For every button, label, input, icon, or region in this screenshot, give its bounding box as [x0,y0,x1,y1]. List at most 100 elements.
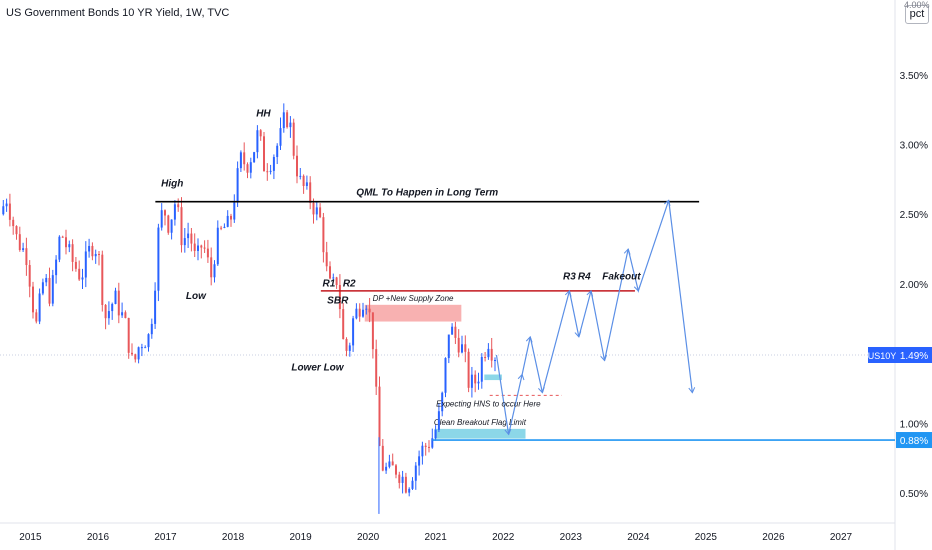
candle-body [45,277,48,283]
symbol-badge [868,346,896,363]
projection-arrowhead [574,331,582,338]
candle-body [124,312,127,318]
candle-body [12,219,15,227]
last-price-value: 1.49% [900,351,928,362]
projection-arrowhead [517,373,525,381]
candle-body [464,344,467,352]
candle-body [154,290,157,324]
projection-arrowhead [525,335,533,343]
annotation-r3: R3 [563,272,576,283]
candle-body [84,251,87,278]
projection-arrowhead [504,428,512,436]
candle-body [428,446,430,448]
candle-body [385,466,388,471]
breakout-level-badge [896,432,932,449]
candle-body [41,282,44,294]
candle-body [91,245,94,257]
candle-body [437,411,440,430]
candle-body [299,175,302,177]
lines-layer: QML To Happen in Long Term [155,188,895,441]
candle-body [28,265,31,287]
y-axis-top-tick: 4.00% [904,0,930,10]
candle-body [296,155,298,177]
candle-body [391,461,394,466]
candle-body [190,233,193,244]
candle-body [236,168,239,203]
candle-body [51,275,54,304]
x-tick-label: 2026 [762,532,785,543]
candle-body [421,445,424,457]
candle-body [144,347,147,349]
candle-body [5,203,8,207]
candle-body [223,226,226,228]
candle-body [434,429,437,439]
candle-body [134,354,137,360]
projection-arrowhead [586,289,594,297]
candle-body [157,227,160,291]
candle-body [55,259,58,276]
breakout-flag-zone [434,428,526,439]
candle-body [309,182,312,203]
x-axis[interactable]: 2015 2016 2017 2018 2019 2020 2021 2022 2023 2024… [19,532,852,543]
candle-body [22,248,25,251]
annotation-r4: R4 [578,272,591,283]
candle-body [32,286,34,313]
candle-body [249,162,252,173]
candle-body [2,206,5,215]
candle-body [74,261,77,269]
candle-body [88,245,91,252]
candle-body [101,254,104,306]
candle-body [388,461,391,467]
candle-body [15,226,18,235]
candle-body [362,309,364,317]
candle-body [200,245,203,248]
candle-body [312,202,315,215]
annotation-expecting-hns-to-occur-here: Expecting HNS to occur Here [436,400,541,409]
candle-body [480,356,483,382]
x-tick-label: 2024 [627,532,650,543]
annotation-high: High [161,178,183,189]
candle-body [348,345,351,351]
candle-body [345,339,348,351]
candle-body [107,311,110,319]
x-tick-label: 2019 [289,532,312,543]
percent-scale-button[interactable]: pct [905,5,929,24]
candle-body [111,303,114,312]
candle-body [140,347,143,349]
x-tick-label: 2025 [695,532,718,543]
candle-body [332,277,335,279]
candle-body [203,247,206,249]
candle-body [94,254,97,257]
candle-body [18,234,21,251]
candle-body [259,130,262,137]
candle-body [256,130,259,153]
candle-body [121,312,124,316]
candle-body [81,277,84,280]
candle-body [484,356,487,358]
grid-layer [0,0,896,550]
x-tick-label: 2015 [19,532,42,543]
candle-body [213,264,216,278]
y-tick-label: 3.00% [900,141,928,152]
candle-body [414,465,417,481]
candle-body [104,305,107,319]
candle-body [375,349,378,387]
candle-body [25,248,28,266]
candle-body [253,152,256,163]
qml-label: QML To Happen in Long Term [356,188,498,199]
candle-body [371,312,374,350]
candle-body [180,207,183,246]
candle-body [477,381,480,384]
candle-body [38,293,41,322]
projection-arrowhead [623,248,631,255]
projection-arrowhead [538,386,545,394]
candle-body [282,112,285,129]
candle-body [8,203,11,220]
candle-body [418,456,421,466]
candle-body [220,227,223,229]
candle-body [494,360,496,362]
candle-body [239,152,242,169]
candle-body [378,386,381,446]
x-tick-label: 2021 [425,532,448,543]
